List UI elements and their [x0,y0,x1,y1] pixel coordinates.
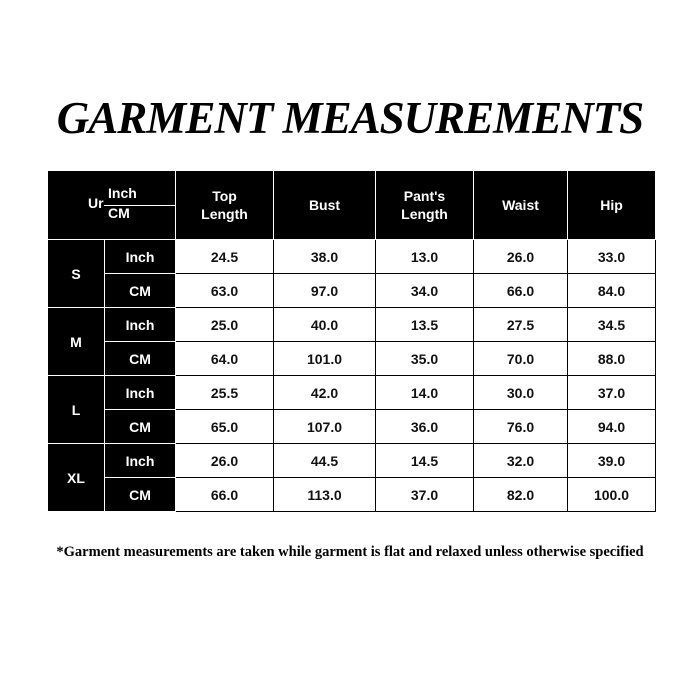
value-cell: 65.0 [175,409,274,444]
value-cell: 25.5 [175,375,274,410]
value-cell: 25.0 [175,307,274,342]
table-row: S Inch 24.5 38.0 13.0 26.0 33.0 [47,239,656,308]
header-pants-length: Pant's Length [375,170,474,240]
table-row: L Inch 25.5 42.0 14.0 30.0 37.0 [47,375,656,444]
value-cell: 66.0 [473,273,568,308]
header-row: Ur Inch CM Top Length Bust Pant's Length W… [47,170,656,240]
value-cell: 37.0 [375,477,474,512]
value-cell: 13.0 [375,239,474,274]
value-cell: 100.0 [567,477,656,512]
inch-label: Inch [108,185,137,201]
corner-header: Ur Inch CM [47,170,176,240]
value-cell: 14.5 [375,443,474,478]
value-cell: 34.0 [375,273,474,308]
table-row: XL Inch 26.0 44.5 14.5 32.0 39.0 [47,443,656,512]
value-cell: 101.0 [273,341,376,376]
unit-cell: Inch [104,443,176,478]
unit-cell: CM [104,477,176,512]
value-cell: 88.0 [567,341,656,376]
unit-cell: Inch [104,239,176,274]
value-cell: 64.0 [175,341,274,376]
value-cell: 66.0 [175,477,274,512]
value-cell: 24.5 [175,239,274,274]
value-cell: 113.0 [273,477,376,512]
value-cell: 94.0 [567,409,656,444]
value-cell: 34.5 [567,307,656,342]
table-row: CM 64.0 101.0 35.0 70.0 88.0 [48,341,656,376]
value-cell: 27.5 [473,307,568,342]
size-cell: M [47,307,105,376]
value-cell: 35.0 [375,341,474,376]
value-cell: 26.0 [473,239,568,274]
value-cell: 26.0 [175,443,274,478]
measurement-table: Ur Inch CM Top Length Bust Pant's Length W… [47,170,656,512]
value-cell: 40.0 [273,307,376,342]
header-top-length: Top Length [175,170,274,240]
value-cell: 97.0 [273,273,376,308]
unit-cell: Inch [104,307,176,342]
value-cell: 82.0 [473,477,568,512]
value-cell: 63.0 [175,273,274,308]
unit-cell: CM [104,409,176,444]
unit-label: Ur [88,195,104,211]
value-cell: 38.0 [273,239,376,274]
value-cell: 107.0 [273,409,376,444]
value-cell: 30.0 [473,375,568,410]
value-cell: 32.0 [473,443,568,478]
header-waist: Waist [473,170,568,240]
value-cell: 76.0 [473,409,568,444]
unit-cell: Inch [104,375,176,410]
value-cell: 33.0 [567,239,656,274]
cm-label: CM [108,205,130,221]
value-cell: 39.0 [567,443,656,478]
table-row: M Inch 25.0 40.0 13.5 27.5 34.5 [47,307,656,376]
value-cell: 70.0 [473,341,568,376]
value-cell: 42.0 [273,375,376,410]
size-cell: L [47,375,105,444]
table-row: CM 66.0 113.0 37.0 82.0 100.0 [48,477,656,512]
unit-cell: CM [104,341,176,376]
header-bust: Bust [273,170,376,240]
footnote: *Garment measurements are taken while ga… [56,544,644,560]
table-row: CM 63.0 97.0 34.0 66.0 84.0 [48,273,656,308]
page-title: GARMENT MEASUREMENTS [56,93,644,143]
value-cell: 44.5 [273,443,376,478]
header-hip: Hip [567,170,656,240]
size-cell: S [47,239,105,308]
value-cell: 84.0 [567,273,656,308]
value-cell: 13.5 [375,307,474,342]
table-row: CM 65.0 107.0 36.0 76.0 94.0 [48,409,656,444]
size-cell: XL [47,443,105,512]
value-cell: 37.0 [567,375,656,410]
unit-cell: CM [104,273,176,308]
divider [104,205,175,206]
value-cell: 14.0 [375,375,474,410]
value-cell: 36.0 [375,409,474,444]
